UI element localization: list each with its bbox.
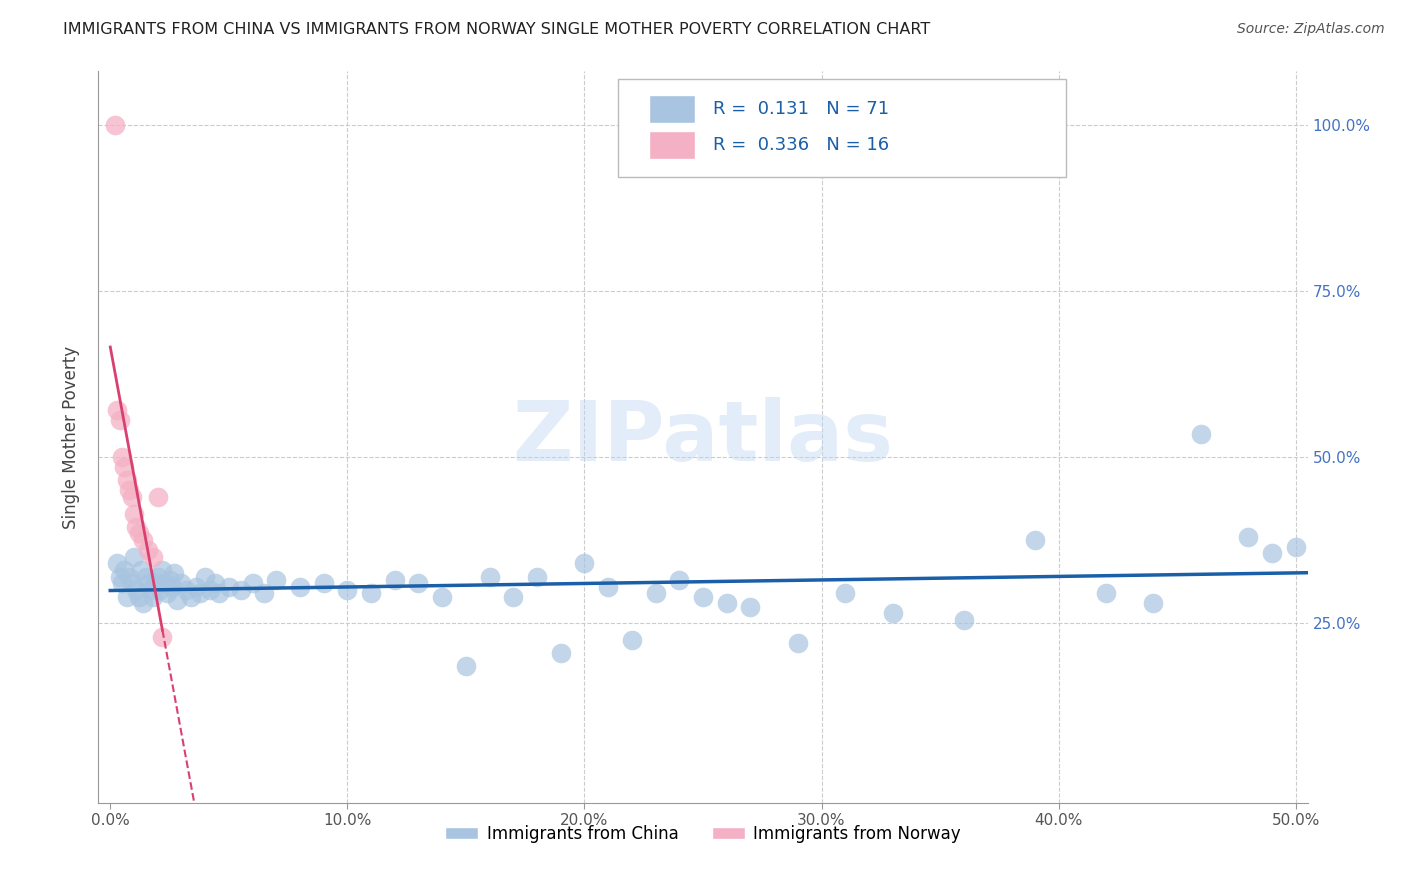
Point (478, 570, 501, 584)
Point (716, 596, 738, 610)
Point (1024, 533, 1046, 548)
Point (159, 573, 181, 587)
Point (136, 543, 159, 558)
Point (184, 580, 207, 594)
Point (118, 483, 141, 498)
Point (1237, 530, 1260, 544)
Point (1095, 586, 1118, 600)
Point (111, 450, 134, 464)
Point (129, 563, 152, 577)
Point (128, 526, 150, 541)
Point (114, 460, 136, 475)
Point (242, 576, 264, 591)
Point (115, 590, 138, 604)
Point (360, 586, 382, 600)
Point (105, 557, 128, 571)
Point (598, 580, 620, 594)
Bar (648, 95, 695, 122)
Point (118, 570, 141, 584)
Point (146, 490, 169, 504)
Point (408, 576, 430, 591)
Point (105, 403, 128, 417)
Point (1142, 596, 1164, 610)
Point (166, 593, 188, 607)
Point (834, 586, 856, 600)
Point (786, 636, 808, 650)
Point (111, 576, 134, 591)
FancyBboxPatch shape (619, 78, 1066, 178)
Point (1189, 426, 1212, 441)
Point (526, 570, 548, 584)
Point (208, 586, 231, 600)
Point (336, 582, 359, 597)
Text: ZIPatlas: ZIPatlas (513, 397, 893, 477)
Y-axis label: Single Mother Poverty: Single Mother Poverty (62, 345, 80, 529)
Point (152, 630, 174, 644)
Point (644, 586, 666, 600)
Point (218, 580, 240, 594)
Point (132, 596, 155, 610)
Point (204, 576, 226, 591)
Point (149, 582, 172, 597)
Text: R =  0.336   N = 16: R = 0.336 N = 16 (713, 136, 889, 154)
Point (502, 590, 524, 604)
Point (454, 659, 477, 673)
Point (1285, 540, 1308, 554)
Point (692, 590, 714, 604)
Point (198, 582, 221, 597)
Point (125, 520, 148, 534)
Point (136, 576, 159, 591)
Point (160, 580, 183, 594)
Point (668, 573, 690, 587)
Point (142, 549, 165, 564)
Point (174, 582, 197, 597)
Point (952, 613, 974, 627)
Point (288, 580, 311, 594)
Point (432, 590, 454, 604)
Text: Source: ZipAtlas.com: Source: ZipAtlas.com (1237, 22, 1385, 37)
Legend: Immigrants from China, Immigrants from Norway: Immigrants from China, Immigrants from N… (439, 818, 967, 849)
Point (153, 576, 176, 591)
Point (163, 566, 186, 581)
Point (128, 590, 150, 604)
Point (108, 413, 131, 427)
Text: IMMIGRANTS FROM CHINA VS IMMIGRANTS FROM NORWAY SINGLE MOTHER POVERTY CORRELATIO: IMMIGRANTS FROM CHINA VS IMMIGRANTS FROM… (63, 22, 931, 37)
Point (574, 557, 596, 571)
Point (170, 576, 193, 591)
Point (312, 576, 335, 591)
Point (122, 507, 145, 521)
Point (264, 573, 287, 587)
Point (253, 586, 276, 600)
Point (121, 490, 143, 504)
Point (139, 582, 162, 597)
Point (180, 590, 202, 604)
Point (132, 533, 155, 548)
Point (194, 570, 217, 584)
Point (229, 582, 252, 597)
Point (740, 599, 762, 614)
Point (122, 549, 145, 564)
Point (620, 632, 643, 647)
Point (550, 646, 572, 660)
Point (156, 586, 179, 600)
Point (104, 118, 127, 132)
Point (115, 473, 138, 487)
Point (152, 563, 174, 577)
Point (108, 570, 131, 584)
Point (384, 573, 406, 587)
Point (135, 570, 157, 584)
Text: R =  0.131   N = 71: R = 0.131 N = 71 (713, 100, 889, 118)
Point (143, 576, 166, 591)
Point (1261, 546, 1284, 560)
Bar (648, 131, 695, 159)
Point (121, 576, 143, 591)
Point (142, 590, 165, 604)
Point (125, 582, 148, 597)
Point (882, 607, 904, 621)
Point (190, 586, 212, 600)
Point (146, 570, 169, 584)
Point (114, 563, 136, 577)
